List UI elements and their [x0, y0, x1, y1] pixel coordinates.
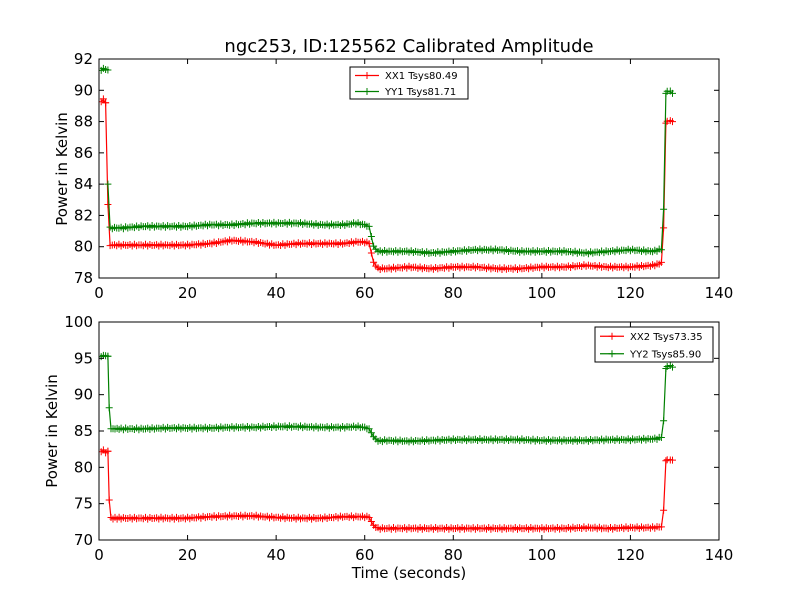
top-x-tick-label: 20 [178, 284, 197, 302]
bottom-subplot: Power in Kelvin Time (seconds) 0 20 40 60 80… [43, 313, 733, 582]
bottom-legend-marker [608, 332, 616, 340]
top-y-axis-label: Power in Kelvin [53, 112, 71, 226]
top-x-tick-label: 80 [444, 284, 463, 302]
top-y-tick-label: 84 [74, 175, 93, 193]
bottom-y-axis-label: Power in Kelvin [43, 374, 61, 488]
top-plot-area: 0 20 40 60 80 100 120 140 78 80 82 84 86 88 90 92 XX1 Ts… [74, 50, 733, 302]
top-series-markers [663, 87, 676, 97]
top-y-tick-label: 92 [74, 50, 93, 68]
bottom-x-tick-label: 20 [178, 546, 197, 564]
top-x-tick-label: 120 [616, 284, 645, 302]
bottom-y-tick-label: 100 [64, 313, 93, 331]
top-y-tick-label: 86 [74, 144, 93, 162]
x-axis-label: Time (seconds) [351, 564, 467, 582]
top-axes-frame [98, 58, 720, 279]
top-subplot: ngc253, ID:125562 Calibrated Amplitude P… [53, 36, 733, 302]
bottom-x-tick-label: 100 [528, 546, 557, 564]
top-series-xx1 [99, 95, 676, 273]
bottom-legend-marker [608, 350, 616, 358]
bottom-legend-label: YY2 Tsys85.90 [629, 349, 701, 360]
bottom-legend-box [594, 326, 714, 363]
top-legend-box [349, 66, 469, 100]
bottom-y-tick-label: 70 [74, 531, 93, 549]
bottom-y-tick-label: 95 [74, 349, 93, 367]
bottom-x-tick-label: 60 [355, 546, 374, 564]
bottom-y-tick-label: 90 [74, 386, 93, 404]
top-series-markers [102, 99, 670, 273]
top-y-tick-label: 90 [74, 81, 93, 99]
bottom-series-markers [663, 456, 676, 464]
bottom-legend: XX2 Tsys73.35 YY2 Tsys85.90 [594, 326, 714, 363]
top-series-group [99, 64, 676, 273]
top-series-markers [99, 64, 112, 74]
top-legend-marker [363, 72, 371, 79]
top-y-tick-label: 88 [74, 113, 93, 131]
top-x-tick-label: 100 [528, 284, 557, 302]
top-chart-title: ngc253, ID:125562 Calibrated Amplitude [224, 36, 593, 57]
bottom-series-markers [104, 352, 670, 446]
bottom-y-tick-label: 80 [74, 458, 93, 476]
bottom-y-tick-label: 75 [74, 495, 93, 513]
bottom-series-yy2 [99, 351, 676, 446]
top-series-markers [663, 117, 676, 126]
top-x-tick-label: 40 [267, 284, 286, 302]
top-legend-label: YY1 Tsys81.71 [384, 87, 456, 98]
bottom-plot-area: 0 20 40 60 80 100 120 140 70 75 80 85 90 95 100 XX2 Tsy… [64, 313, 733, 564]
bottom-series-group [99, 351, 676, 533]
top-series-markers [99, 95, 110, 107]
top-y-tick-label: 80 [74, 238, 93, 256]
bottom-x-tick-label: 140 [705, 546, 734, 564]
top-x-tick-label: 140 [705, 284, 734, 302]
bottom-x-tick-label: 40 [267, 546, 286, 564]
bottom-x-tick-label: 80 [444, 546, 463, 564]
top-y-tick-label: 78 [74, 269, 93, 287]
top-x-tick-label: 0 [94, 284, 104, 302]
top-x-tick-label: 60 [355, 284, 374, 302]
bottom-series-xx2 [99, 446, 676, 533]
bottom-x-tick-label: 0 [94, 546, 104, 564]
bottom-series-markers [104, 447, 670, 533]
bottom-series-markers [663, 362, 676, 371]
top-y-tick-label: 82 [74, 206, 93, 224]
top-legend-marker [363, 88, 371, 95]
top-series-markers [104, 89, 670, 258]
top-legend-label: XX1 Tsys80.49 [385, 71, 458, 82]
bottom-y-tick-label: 85 [74, 422, 93, 440]
bottom-legend-label: XX2 Tsys73.35 [630, 332, 703, 343]
top-legend: XX1 Tsys80.49 YY1 Tsys81.71 [349, 66, 469, 100]
top-series-yy1 [99, 64, 676, 258]
bottom-x-tick-label: 120 [616, 546, 645, 564]
